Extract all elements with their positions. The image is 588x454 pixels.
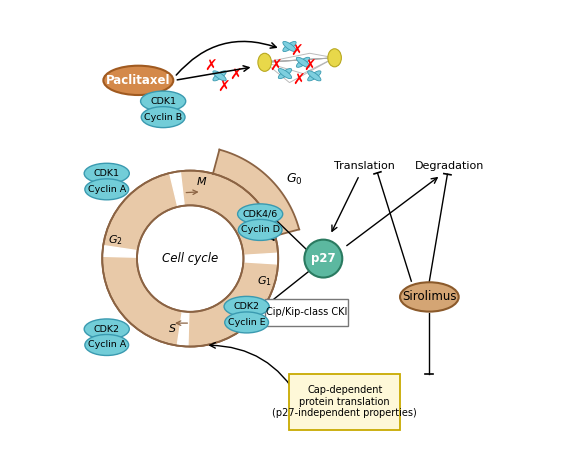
Text: CDK2: CDK2 (93, 325, 120, 334)
Ellipse shape (328, 49, 342, 67)
Ellipse shape (238, 204, 283, 224)
FancyBboxPatch shape (265, 299, 348, 326)
Wedge shape (242, 253, 279, 264)
Text: CDK2: CDK2 (233, 302, 260, 311)
FancyBboxPatch shape (289, 374, 400, 430)
Text: ✗: ✗ (229, 69, 242, 84)
Ellipse shape (213, 71, 226, 81)
Ellipse shape (85, 335, 129, 355)
Text: Paclitaxel: Paclitaxel (106, 74, 171, 87)
Ellipse shape (141, 91, 186, 111)
Text: Cell cycle: Cell cycle (162, 252, 218, 265)
Ellipse shape (225, 312, 269, 333)
Text: $G_1$: $G_1$ (257, 274, 272, 288)
Circle shape (137, 205, 243, 312)
Text: ✗: ✗ (290, 44, 303, 59)
Text: CDK4/6: CDK4/6 (242, 210, 278, 218)
Ellipse shape (84, 319, 129, 339)
Ellipse shape (84, 163, 129, 183)
Ellipse shape (283, 41, 296, 52)
Text: $G_2$: $G_2$ (108, 234, 123, 247)
Ellipse shape (238, 219, 282, 241)
Text: Cip/Kip-class CKI: Cip/Kip-class CKI (266, 307, 347, 317)
Text: CDK1: CDK1 (93, 169, 120, 178)
Ellipse shape (213, 71, 226, 81)
Ellipse shape (296, 57, 310, 67)
Wedge shape (169, 170, 184, 207)
Ellipse shape (283, 41, 296, 52)
Text: Cyclin D: Cyclin D (240, 226, 280, 234)
Ellipse shape (278, 69, 292, 79)
Wedge shape (101, 246, 138, 257)
Text: Degradation: Degradation (415, 161, 485, 171)
Text: Cyclin A: Cyclin A (88, 340, 126, 350)
Circle shape (305, 240, 342, 277)
Text: Cyclin B: Cyclin B (144, 113, 182, 122)
Circle shape (102, 171, 278, 346)
Ellipse shape (400, 282, 459, 311)
Text: ✗: ✗ (292, 73, 305, 88)
Ellipse shape (258, 53, 272, 71)
Text: Cyclin A: Cyclin A (88, 185, 126, 194)
Ellipse shape (141, 107, 185, 128)
Ellipse shape (85, 179, 129, 200)
Text: CDK1: CDK1 (150, 97, 176, 106)
Ellipse shape (308, 71, 321, 81)
Text: p27: p27 (311, 252, 336, 265)
Ellipse shape (224, 296, 269, 317)
Text: Cyclin E: Cyclin E (228, 318, 265, 327)
Ellipse shape (296, 57, 310, 67)
Text: ✗: ✗ (204, 59, 217, 74)
Text: $G_0$: $G_0$ (286, 172, 302, 187)
Text: Sirolimus: Sirolimus (402, 291, 457, 303)
Ellipse shape (308, 71, 321, 81)
Polygon shape (213, 150, 299, 236)
Wedge shape (177, 311, 189, 347)
Ellipse shape (103, 66, 173, 95)
Text: S: S (169, 324, 176, 334)
Text: M: M (197, 177, 206, 187)
Text: Translation: Translation (333, 161, 395, 171)
Text: ✗: ✗ (269, 59, 282, 74)
Ellipse shape (278, 69, 292, 79)
Text: ✗: ✗ (218, 79, 230, 94)
Text: Cap-dependent
protein translation
(p27-independent properties): Cap-dependent protein translation (p27-i… (272, 385, 417, 419)
Text: ✗: ✗ (303, 59, 316, 74)
